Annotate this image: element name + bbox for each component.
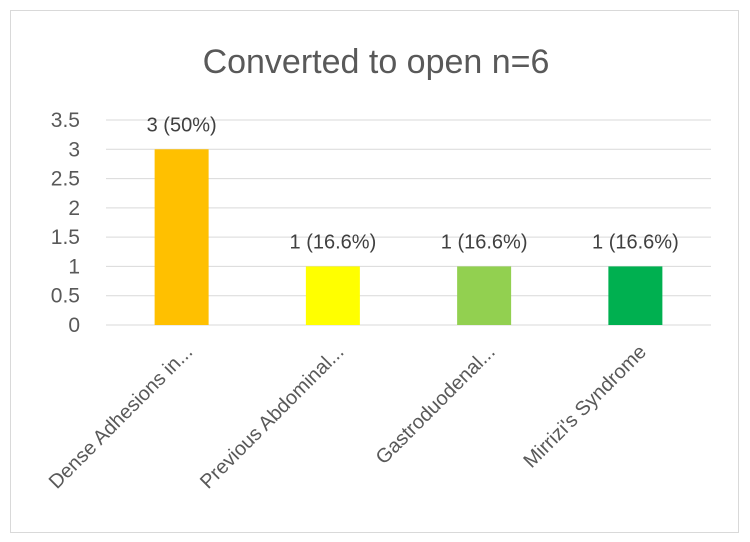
y-tick-label: 3 bbox=[68, 138, 80, 161]
data-label: 1 (16.6%) bbox=[592, 231, 679, 253]
y-tick-label: 2 bbox=[68, 197, 80, 220]
y-tick-label: 1.5 bbox=[51, 226, 80, 249]
y-tick-label: 2.5 bbox=[51, 168, 80, 191]
data-label: 1 (16.6%) bbox=[290, 231, 377, 253]
bar bbox=[154, 149, 209, 325]
x-category-label: Dense Adhesions in... bbox=[45, 341, 197, 493]
bar bbox=[305, 266, 360, 325]
y-tick-label: 1 bbox=[68, 255, 80, 278]
y-tick-label: 3.5 bbox=[51, 109, 80, 132]
chart-title: Converted to open n=6 bbox=[203, 43, 550, 81]
bar bbox=[457, 266, 512, 325]
bar bbox=[608, 266, 663, 325]
data-label: 3 (50%) bbox=[147, 114, 217, 136]
y-axis-tick-labels: 0 0.5 1 1.5 2 2.5 3 3.5 bbox=[51, 109, 80, 337]
bars bbox=[154, 149, 663, 325]
data-labels: 3 (50%) 1 (16.6%) 1 (16.6%) 1 (16.6%) bbox=[147, 114, 679, 253]
x-axis-category-labels: Dense Adhesions in...Previous Abdominal.… bbox=[45, 341, 651, 493]
y-tick-label: 0.5 bbox=[51, 285, 80, 308]
x-category-label: Mirrizi's Syndrome bbox=[519, 341, 650, 472]
y-tick-label: 0 bbox=[68, 314, 80, 337]
x-category-label: Previous Abdominal... bbox=[196, 341, 348, 493]
data-label: 1 (16.6%) bbox=[441, 231, 528, 253]
x-category-label: Gastroduodenal... bbox=[372, 341, 500, 469]
